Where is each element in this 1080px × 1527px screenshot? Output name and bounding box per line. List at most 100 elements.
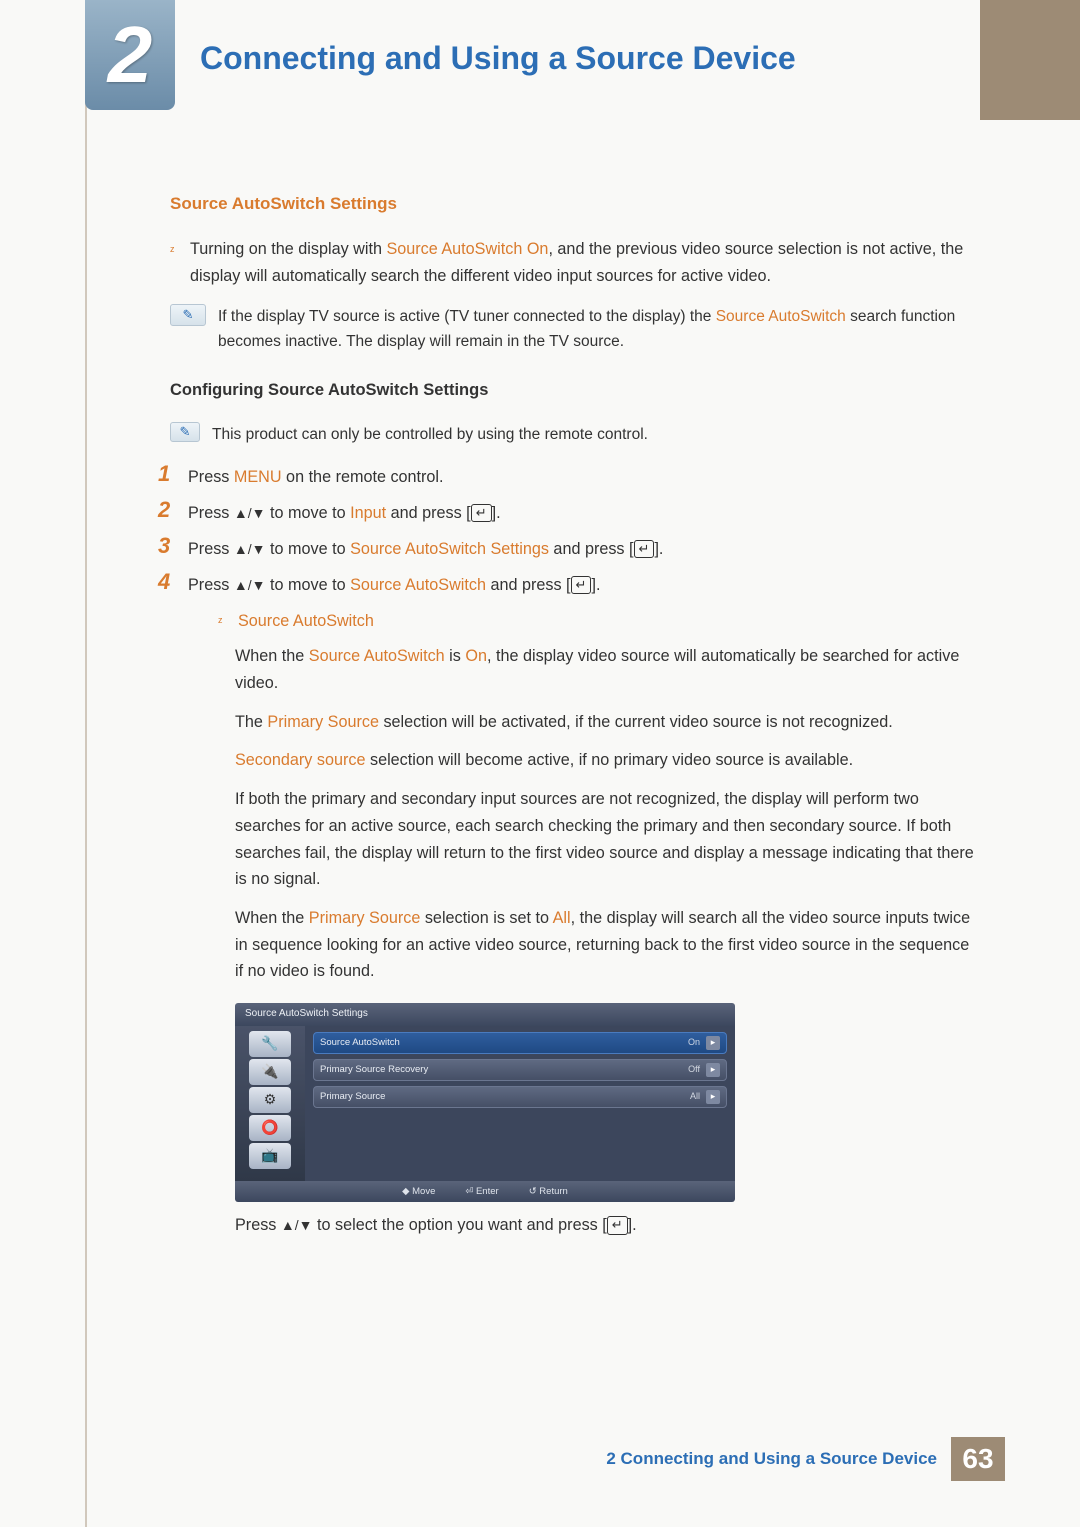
p3hl: Secondary source bbox=[235, 751, 365, 769]
osd-footer-enter-label: Enter bbox=[476, 1186, 499, 1197]
osd-breadcrumb: Source AutoSwitch Settings bbox=[245, 1006, 725, 1023]
step-2-text: Press ▲/▼ to move to Input and press [↵]… bbox=[188, 497, 980, 527]
s2end: and press [ bbox=[386, 504, 471, 522]
page-container: 2 Connecting and Using a Source Device S… bbox=[0, 0, 1080, 1527]
left-divider bbox=[85, 0, 87, 1527]
page-number-box: 63 bbox=[951, 1437, 1005, 1481]
osd-menu-figure: Source AutoSwitch Settings 🔧 🔌 ⚙ ⭕ 📺 Sou… bbox=[235, 1003, 735, 1202]
osd-item-primary-recovery: Primary Source Recovery Off ▸ bbox=[313, 1059, 727, 1081]
page-header: 2 Connecting and Using a Source Device bbox=[0, 0, 1080, 120]
osd-side-icon: ⚙ bbox=[249, 1087, 291, 1113]
s2hl: Input bbox=[350, 504, 386, 522]
detail-subtitle: Source AutoSwitch bbox=[238, 608, 374, 635]
p1hl1: Source AutoSwitch bbox=[309, 647, 445, 665]
step-number: 3 bbox=[158, 533, 188, 563]
intro-hl: Source AutoSwitch On bbox=[386, 240, 548, 258]
step-4-text: Press ▲/▼ to move to Source AutoSwitch a… bbox=[188, 569, 980, 599]
am-a: Press bbox=[235, 1216, 281, 1234]
s3end: and press [ bbox=[549, 540, 634, 558]
step-number: 4 bbox=[158, 569, 188, 599]
osd-item-label: Primary Source Recovery bbox=[320, 1062, 688, 1078]
enter-icon: ↵ bbox=[634, 540, 655, 558]
s3mid: to move to bbox=[266, 540, 351, 558]
osd-sidebar: 🔧 🔌 ⚙ ⭕ 📺 bbox=[235, 1026, 305, 1181]
am-b: to select the option you want and press … bbox=[313, 1216, 607, 1234]
step-number: 1 bbox=[158, 461, 188, 491]
note-icon: ✎ bbox=[170, 422, 200, 442]
chevron-right-icon: ▸ bbox=[706, 1090, 720, 1104]
enter-icon: ↵ bbox=[607, 1216, 628, 1234]
s4a: Press bbox=[188, 576, 234, 594]
note-hl: Source AutoSwitch bbox=[716, 308, 846, 325]
header-right-block bbox=[980, 0, 1080, 120]
s3a: Press bbox=[188, 540, 234, 558]
step-1-text: Press MENU on the remote control. bbox=[188, 461, 980, 491]
osd-side-icon: 🔧 bbox=[249, 1031, 291, 1057]
note-pre: If the display TV source is active (TV t… bbox=[218, 308, 716, 325]
chapter-badge: 2 bbox=[85, 0, 175, 110]
chapter-title: Connecting and Using a Source Device bbox=[200, 40, 796, 77]
page-footer: 2 Connecting and Using a Source Device 6… bbox=[606, 1437, 1005, 1481]
remote-note-text: This product can only be controlled by u… bbox=[212, 422, 980, 448]
step-3-text: Press ▲/▼ to move to Source AutoSwitch S… bbox=[188, 533, 980, 563]
s3cl: ]. bbox=[654, 540, 663, 558]
osd-item-source-autoswitch: Source AutoSwitch On ▸ bbox=[313, 1032, 727, 1054]
osd-item-label: Source AutoSwitch bbox=[320, 1035, 688, 1051]
chapter-number: 2 bbox=[108, 9, 153, 101]
p2a: The bbox=[235, 713, 267, 731]
am-c: ]. bbox=[628, 1216, 637, 1234]
p5hl1: Primary Source bbox=[309, 909, 421, 927]
s3hl: Source AutoSwitch Settings bbox=[350, 540, 549, 558]
config-heading: Configuring Source AutoSwitch Settings bbox=[170, 377, 980, 404]
osd-main: Source AutoSwitch On ▸ Primary Source Re… bbox=[305, 1026, 735, 1181]
p2b: selection will be activated, if the curr… bbox=[379, 713, 893, 731]
after-menu-instruction: Press ▲/▼ to select the option you want … bbox=[235, 1212, 980, 1239]
osd-footer-move: ◆ Move bbox=[402, 1184, 435, 1200]
detail-p3: Secondary source selection will become a… bbox=[235, 747, 980, 774]
osd-item-value: On bbox=[688, 1035, 700, 1050]
step-3: 3 Press ▲/▼ to move to Source AutoSwitch… bbox=[158, 533, 980, 563]
osd-footer-return-label: Return bbox=[539, 1186, 568, 1197]
osd-footer-return: ↺ Return bbox=[529, 1184, 568, 1200]
detail-sub-bullet: z Source AutoSwitch bbox=[218, 608, 980, 635]
chevron-right-icon: ▸ bbox=[706, 1036, 720, 1050]
updown-icon: ▲/▼ bbox=[234, 505, 266, 521]
s4cl: ]. bbox=[591, 576, 600, 594]
note-icon: ✎ bbox=[170, 304, 206, 326]
s1hl: MENU bbox=[234, 468, 282, 486]
s4hl: Source AutoSwitch bbox=[350, 576, 486, 594]
step-number: 2 bbox=[158, 497, 188, 527]
osd-item-primary-source: Primary Source All ▸ bbox=[313, 1086, 727, 1108]
enter-icon: ↵ bbox=[471, 504, 492, 522]
section-title: Source AutoSwitch Settings bbox=[170, 190, 980, 218]
s4mid: to move to bbox=[266, 576, 351, 594]
step-1: 1 Press MENU on the remote control. bbox=[158, 461, 980, 491]
osd-side-icon: 📺 bbox=[249, 1143, 291, 1169]
p5hl2: All bbox=[553, 909, 571, 927]
note-tv-source: ✎ If the display TV source is active (TV… bbox=[170, 304, 980, 355]
intro-bullet-text: Turning on the display with Source AutoS… bbox=[190, 236, 980, 289]
p5mid: selection is set to bbox=[420, 909, 552, 927]
osd-titlebar: Source AutoSwitch Settings bbox=[235, 1003, 735, 1026]
osd-side-icon: ⭕ bbox=[249, 1115, 291, 1141]
intro-bullet: z Turning on the display with Source Aut… bbox=[170, 236, 980, 289]
osd-item-label: Primary Source bbox=[320, 1089, 690, 1105]
osd-body: 🔧 🔌 ⚙ ⭕ 📺 Source AutoSwitch On ▸ Primary… bbox=[235, 1026, 735, 1181]
s1a: Press bbox=[188, 468, 234, 486]
s2cl: ]. bbox=[492, 504, 501, 522]
s2a: Press bbox=[188, 504, 234, 522]
bullet-icon: z bbox=[218, 608, 238, 635]
osd-footer-enter: ⏎ Enter bbox=[465, 1184, 498, 1200]
remote-only-note: ✎ This product can only be controlled by… bbox=[170, 422, 980, 448]
detail-p1: When the Source AutoSwitch is On, the di… bbox=[235, 643, 980, 696]
footer-label: 2 Connecting and Using a Source Device bbox=[606, 1449, 937, 1469]
osd-footer-move-label: Move bbox=[412, 1186, 435, 1197]
s4end: and press [ bbox=[486, 576, 571, 594]
p1mid: is bbox=[445, 647, 466, 665]
p1a: When the bbox=[235, 647, 309, 665]
intro-pre: Turning on the display with bbox=[190, 240, 386, 258]
step-2: 2 Press ▲/▼ to move to Input and press [… bbox=[158, 497, 980, 527]
footer-prefix: 2 bbox=[606, 1449, 620, 1468]
content-area: Source AutoSwitch Settings z Turning on … bbox=[130, 190, 980, 1239]
enter-icon: ↵ bbox=[571, 576, 592, 594]
